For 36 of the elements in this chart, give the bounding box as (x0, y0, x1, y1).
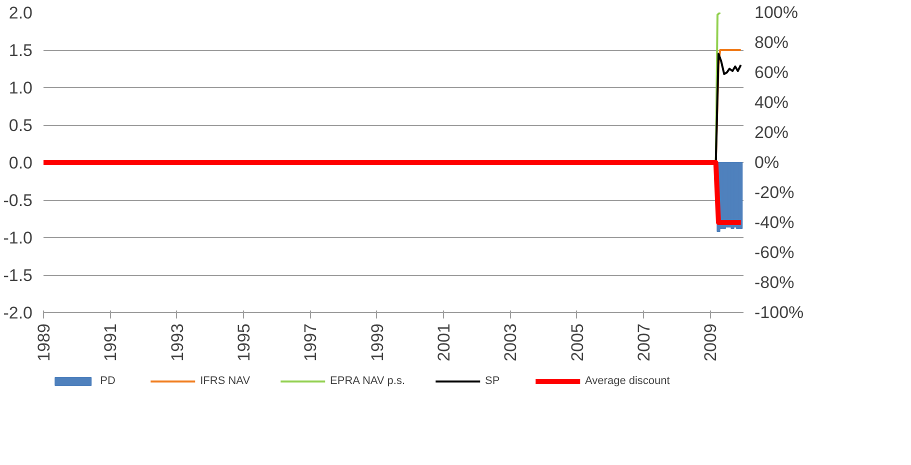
legend-label: Average discount (585, 375, 670, 387)
x-tick-label: 2001 (434, 323, 454, 362)
x-tick-label: 1997 (301, 323, 320, 362)
y-tick-label: 1.5 (8, 41, 33, 60)
y-tick-label: 1.0 (8, 78, 33, 98)
x-tick-label: 1991 (101, 323, 120, 362)
legend-label: PD (100, 375, 116, 387)
x-tick-label: 1993 (168, 323, 187, 362)
y2-tick-label: -40% (754, 213, 794, 232)
x-tick-label: 2007 (634, 323, 654, 362)
y2-tick-label: 60% (754, 63, 789, 82)
y-tick-label: -2.0 (3, 304, 33, 322)
y-tick-label: -1.0 (3, 228, 33, 248)
y-tick-label: 2.0 (8, 4, 33, 22)
y2-tick-label: -80% (754, 273, 794, 292)
y-tick-label: 0.5 (8, 116, 33, 135)
x-tick-label: 2003 (501, 323, 520, 362)
y2-tick-label: -60% (754, 243, 794, 262)
legend-label: IFRS NAV (200, 375, 250, 387)
legend-label: EPRA NAV p.s. (330, 375, 406, 387)
y2-tick-label: -100% (754, 303, 804, 322)
y2-tick-label: 100% (754, 3, 798, 22)
y-tick-label: 0.0 (8, 154, 33, 172)
x-tick-label: 1995 (234, 323, 254, 362)
y-tick-label: -0.5 (3, 191, 33, 210)
y2-tick-label: 20% (754, 123, 789, 142)
x-tick-label: 1989 (34, 323, 54, 362)
x-tick-label: 2009 (701, 323, 720, 362)
x-tick-label: 1999 (368, 323, 387, 362)
y-tick-label: -1.5 (3, 266, 33, 285)
y2-tick-label: 40% (754, 93, 789, 112)
legend-label: SP (485, 375, 501, 387)
y2-tick-label: 80% (754, 33, 789, 52)
y2-tick-label: 0% (754, 153, 780, 172)
x-tick-label: 2005 (568, 323, 587, 362)
y2-tick-label: -20% (754, 183, 794, 202)
